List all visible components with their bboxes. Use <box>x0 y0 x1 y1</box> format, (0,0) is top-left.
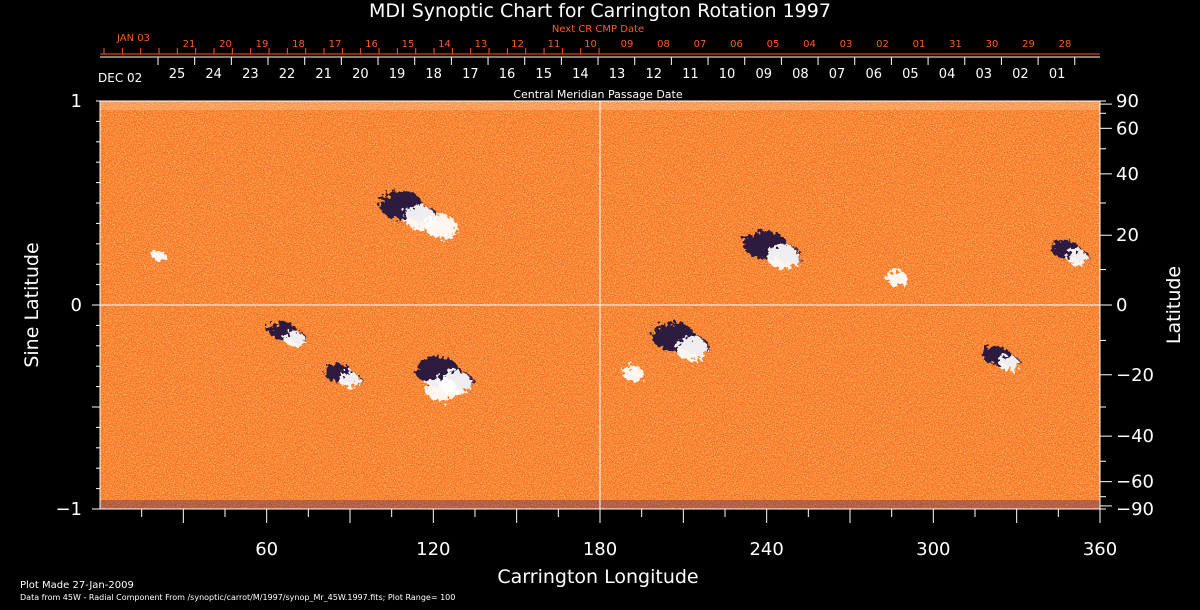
y-tick-label-right: 40 <box>1116 164 1139 185</box>
cmp-date-label: 05 <box>902 67 919 82</box>
next-cr-date-label: 28 <box>1059 39 1072 50</box>
next-cr-date-label: 29 <box>1022 39 1035 50</box>
cmp-axis-title: Central Meridian Passage Date <box>513 88 682 101</box>
next-cr-axis-title: Next CR CMP Date <box>552 24 644 35</box>
next-cr-date-label: 06 <box>730 39 743 50</box>
y-axis-title-right: Latitude <box>1163 266 1185 344</box>
x-tick-label: 180 <box>583 539 617 560</box>
next-cr-date-label: 12 <box>511 39 524 50</box>
x-tick-label: 360 <box>1083 539 1117 560</box>
next-cr-date-label: 01 <box>913 39 926 50</box>
next-cr-date-label: 17 <box>329 39 342 50</box>
active-region-positive <box>339 372 361 388</box>
next-cr-start-label: JAN 03 <box>116 33 150 44</box>
x-tick-label: 120 <box>416 539 450 560</box>
cmp-date-label: 03 <box>975 67 992 82</box>
plot-made-note: Plot Made 27-Jan-2009 <box>20 580 134 591</box>
cmp-date-label: 22 <box>279 67 296 82</box>
next-cr-date-label: 08 <box>657 39 670 50</box>
x-tick-label: 60 <box>255 539 278 560</box>
cmp-date-label: 07 <box>829 67 846 82</box>
cmp-date-label: 18 <box>425 67 442 82</box>
y-tick-label-right: 0 <box>1116 295 1127 316</box>
y-tick-label-right: 60 <box>1116 118 1139 139</box>
next-cr-date-label: 31 <box>949 39 962 50</box>
next-cr-date-label: 05 <box>767 39 780 50</box>
next-cr-date-label: 14 <box>438 39 451 50</box>
cmp-date-label: 06 <box>865 67 882 82</box>
active-region-positive <box>622 365 644 382</box>
x-axis-title: Carrington Longitude <box>497 566 698 588</box>
cmp-start-label: DEC 02 <box>98 71 142 85</box>
cmp-date-label: 14 <box>572 67 589 82</box>
next-cr-date-label: 07 <box>694 39 707 50</box>
active-regions <box>151 191 1090 402</box>
cmp-date-label: 08 <box>792 67 809 82</box>
active-region-positive <box>283 330 305 347</box>
next-cr-date-label: 19 <box>256 39 269 50</box>
cmp-date-label: 20 <box>352 67 369 82</box>
active-region-positive <box>997 355 1019 371</box>
cmp-date-label: 21 <box>315 67 332 82</box>
cmp-date-label: 11 <box>682 67 699 82</box>
cmp-date-label: 25 <box>169 67 186 82</box>
next-cr-date-label: 21 <box>183 39 196 50</box>
active-region-positive <box>151 250 167 262</box>
x-tick-label: 300 <box>916 539 950 560</box>
active-region-positive <box>886 270 908 287</box>
chart-axes: 60 120 180 240 300 36010−1906040200−20−40−60−… <box>55 33 1154 560</box>
y-tick-label-right: 20 <box>1116 225 1139 246</box>
y-axis-title-left: Sine Latitude <box>21 242 43 367</box>
next-cr-date-label: 11 <box>548 39 561 50</box>
cmp-date-label: 24 <box>205 67 222 82</box>
data-source-note: Data from 45W - Radial Component From /s… <box>20 593 455 602</box>
chart-title: MDI Synoptic Chart for Carrington Rotati… <box>369 0 831 22</box>
active-region-positive <box>1067 249 1088 266</box>
y-tick-label-right: −20 <box>1116 365 1154 386</box>
cmp-date-label: 17 <box>462 67 479 82</box>
next-cr-date-label: 15 <box>402 39 415 50</box>
cmp-date-label: 23 <box>242 67 259 82</box>
cmp-date-label: 04 <box>939 67 956 82</box>
cmp-date-label: 12 <box>645 67 662 82</box>
next-cr-date-label: 18 <box>292 39 305 50</box>
y-tick-label-right: −60 <box>1116 472 1154 493</box>
y-tick-label-left: 0 <box>71 295 82 316</box>
cmp-date-label: 15 <box>535 67 552 82</box>
y-tick-label-right: −90 <box>1116 499 1154 520</box>
next-cr-date-label: 30 <box>986 39 999 50</box>
active-region-positive <box>425 377 458 402</box>
next-cr-date-label: 02 <box>876 39 889 50</box>
active-region-positive <box>675 336 708 361</box>
y-tick-label-right: 90 <box>1116 91 1139 112</box>
next-cr-date-label: 20 <box>219 39 232 50</box>
active-region-positive <box>425 214 458 239</box>
y-tick-label-left: 1 <box>71 91 82 112</box>
cmp-date-label: 16 <box>499 67 516 82</box>
next-cr-date-label: 09 <box>621 39 634 50</box>
next-cr-date-label: 03 <box>840 39 853 50</box>
cmp-date-label: 19 <box>389 67 406 82</box>
cmp-date-label: 13 <box>609 67 626 82</box>
x-tick-label: 240 <box>749 539 783 560</box>
next-cr-date-label: 04 <box>803 39 816 50</box>
cmp-date-label: 02 <box>1012 67 1029 82</box>
y-tick-label-right: −40 <box>1116 426 1154 447</box>
next-cr-date-label: 16 <box>365 39 378 50</box>
cmp-date-label: 09 <box>755 67 772 82</box>
next-cr-date-label: 10 <box>584 39 597 50</box>
y-tick-label-left: −1 <box>55 499 82 520</box>
cmp-date-label: 01 <box>1049 67 1066 82</box>
active-region-positive <box>767 244 799 269</box>
cmp-date-label: 10 <box>719 67 736 82</box>
next-cr-date-label: 13 <box>475 39 488 50</box>
